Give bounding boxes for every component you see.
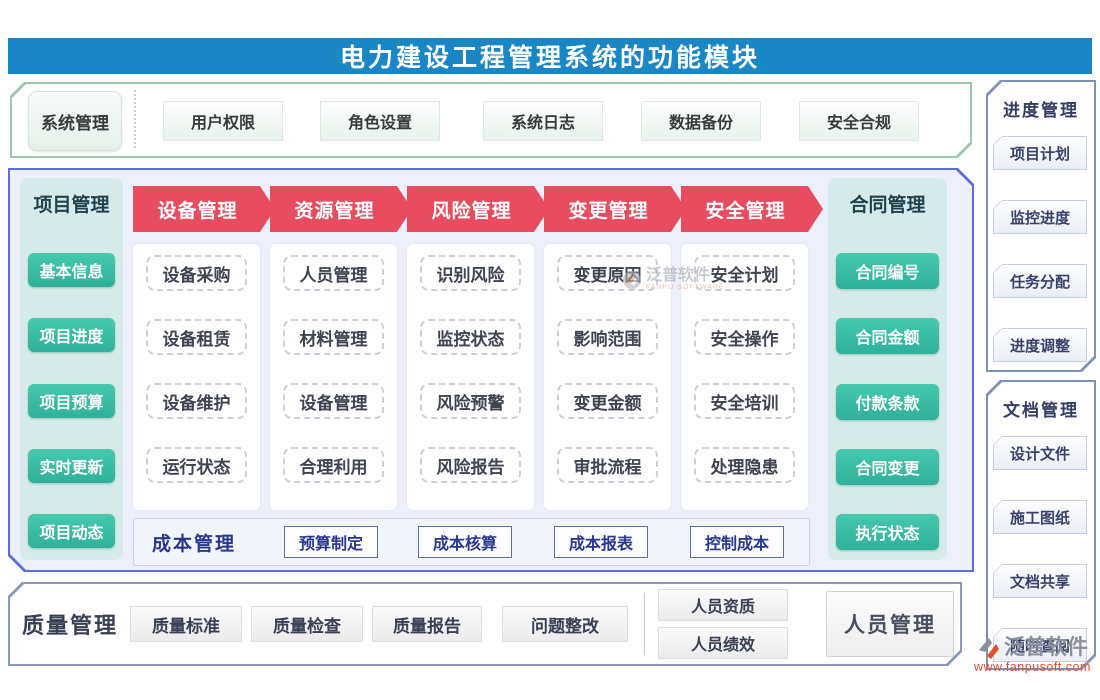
column-header-safety: 安全管理	[681, 186, 823, 232]
resource-item-personnel[interactable]: 人员管理	[283, 255, 384, 291]
risk-item-identify[interactable]: 识别风险	[420, 255, 521, 291]
quality-item-standard[interactable]: 质量标准	[130, 606, 242, 642]
project-item-budget[interactable]: 项目预算	[28, 384, 115, 418]
cost-item-report[interactable]: 成本报表	[554, 526, 648, 558]
contract-item-number[interactable]: 合同编号	[836, 253, 939, 289]
quality-item-inspection[interactable]: 质量检查	[251, 606, 363, 642]
document-panel-title: 文档管理	[1003, 401, 1079, 420]
risk-item-monitor[interactable]: 监控状态	[420, 319, 521, 355]
contract-item-change[interactable]: 合同变更	[836, 449, 939, 485]
system-management-box[interactable]: 系统管理	[28, 91, 122, 151]
main-section: 项目管理 基本信息 项目进度 项目预算 实时更新 项目动态 设备管理 设备采购 …	[8, 168, 974, 572]
quality-item-rectify[interactable]: 问题整改	[502, 606, 628, 642]
contract-item-status[interactable]: 执行状态	[836, 514, 939, 550]
progress-management-panel: 进度管理 项目计划 监控进度 任务分配 进度调整	[986, 80, 1096, 372]
footer-logo: 泛普软件 www.fanpusoft.com	[974, 636, 1091, 675]
page-title: 电力建设工程管理系统的功能模块	[8, 38, 1092, 74]
change-item-reason[interactable]: 变更原因	[557, 255, 658, 291]
personnel-stack: 人员资质 人员绩效	[658, 589, 788, 659]
project-item-basic-info[interactable]: 基本信息	[28, 253, 115, 287]
equipment-item-status[interactable]: 运行状态	[146, 447, 247, 483]
contract-panel-title: 合同管理	[849, 195, 926, 216]
contract-management-panel: 合同管理 合同编号 合同金额 付款条款 合同变更 执行状态	[828, 178, 947, 560]
button-security-compliance[interactable]: 安全合规	[799, 101, 919, 141]
column-change: 变更原因 影响范围 变更金额 审批流程	[544, 244, 671, 510]
resource-item-material[interactable]: 材料管理	[283, 319, 384, 355]
column-resource: 人员管理 材料管理 设备管理 合理利用	[270, 244, 397, 510]
column-header-equipment: 设备管理	[133, 186, 275, 232]
watermark-subtitle: FANPU SOFTWARE	[646, 284, 725, 291]
column-equipment: 设备采购 设备租赁 设备维护 运行状态	[133, 244, 260, 510]
watermark-fanpu-icon	[622, 270, 642, 290]
equipment-item-lease[interactable]: 设备租赁	[146, 319, 247, 355]
button-data-backup[interactable]: 数据备份	[641, 101, 761, 141]
project-item-progress[interactable]: 项目进度	[28, 318, 115, 352]
personnel-item-qualification[interactable]: 人员资质	[658, 589, 788, 621]
vertical-divider	[644, 593, 645, 655]
project-item-realtime[interactable]: 实时更新	[28, 449, 115, 483]
risk-item-report[interactable]: 风险报告	[420, 447, 521, 483]
quality-item-report[interactable]: 质量报告	[372, 606, 482, 642]
footer-url-text[interactable]: www.fanpusoft.com	[974, 660, 1091, 675]
risk-item-warning[interactable]: 风险预警	[420, 383, 521, 419]
footer-brand-text: 泛普软件	[1003, 636, 1088, 659]
document-item-drawing[interactable]: 施工图纸	[993, 500, 1087, 534]
watermark-brand: 泛普软件	[646, 267, 711, 284]
personnel-management-box[interactable]: 人员管理	[826, 591, 954, 657]
project-panel-title: 项目管理	[33, 195, 110, 216]
resource-item-equipment[interactable]: 设备管理	[283, 383, 384, 419]
cost-item-budget[interactable]: 预算制定	[284, 526, 378, 558]
resource-item-utilize[interactable]: 合理利用	[283, 447, 384, 483]
change-item-approval[interactable]: 审批流程	[557, 447, 658, 483]
fanpu-logo-icon	[978, 638, 999, 660]
bottom-section: 质量管理 质量标准 质量检查 质量报告 问题整改 人员资质 人员绩效 人员管理	[8, 582, 962, 666]
button-role-setting[interactable]: 角色设置	[320, 101, 440, 141]
column-safety: 安全计划 安全操作 安全培训 处理隐患	[681, 244, 808, 510]
button-user-permission[interactable]: 用户权限	[163, 101, 283, 141]
change-item-scope[interactable]: 影响范围	[557, 319, 658, 355]
equipment-item-maintain[interactable]: 设备维护	[146, 383, 247, 419]
equipment-item-purchase[interactable]: 设备采购	[146, 255, 247, 291]
dotted-divider	[134, 90, 136, 148]
document-management-panel: 文档管理 设计文件 施工图纸 文档共享 随时查阅	[986, 380, 1096, 670]
change-item-amount[interactable]: 变更金额	[557, 383, 658, 419]
progress-item-plan[interactable]: 项目计划	[993, 136, 1087, 170]
column-risk: 识别风险 监控状态 风险预警 风险报告	[407, 244, 534, 510]
safety-item-operation[interactable]: 安全操作	[694, 319, 795, 355]
project-item-dynamic[interactable]: 项目动态	[28, 514, 115, 548]
quality-management-label: 质量管理	[22, 613, 119, 638]
safety-item-plan[interactable]: 安全计划	[694, 255, 795, 291]
personnel-item-performance[interactable]: 人员绩效	[658, 627, 788, 659]
progress-item-adjust[interactable]: 进度调整	[993, 328, 1087, 362]
document-item-share[interactable]: 文档共享	[993, 564, 1087, 598]
safety-item-hazard[interactable]: 处理隐患	[694, 447, 795, 483]
button-system-log[interactable]: 系统日志	[483, 101, 603, 141]
cost-row-label: 成本管理	[152, 533, 237, 555]
document-item-review[interactable]: 随时查阅	[993, 628, 1087, 662]
cost-item-control[interactable]: 控制成本	[690, 526, 784, 558]
cost-management-row: 成本管理 预算制定 成本核算 成本报表 控制成本	[133, 518, 810, 566]
progress-panel-title: 进度管理	[1003, 101, 1079, 120]
contract-item-amount[interactable]: 合同金额	[836, 318, 939, 354]
document-item-design[interactable]: 设计文件	[993, 436, 1087, 470]
progress-item-task[interactable]: 任务分配	[993, 264, 1087, 298]
safety-item-training[interactable]: 安全培训	[694, 383, 795, 419]
column-header-resource: 资源管理	[270, 186, 412, 232]
column-header-change: 变更管理	[544, 186, 686, 232]
cost-item-accounting[interactable]: 成本核算	[418, 526, 512, 558]
project-management-panel: 项目管理 基本信息 项目进度 项目预算 实时更新 项目动态	[20, 178, 123, 560]
progress-item-monitor[interactable]: 监控进度	[993, 200, 1087, 234]
watermark: 泛普软件 FANPU SOFTWARE	[622, 268, 725, 291]
contract-item-payment[interactable]: 付款条款	[836, 384, 939, 420]
column-header-risk: 风险管理	[407, 186, 549, 232]
system-management-section: 系统管理 用户权限 角色设置 系统日志 数据备份 安全合规	[10, 82, 972, 158]
